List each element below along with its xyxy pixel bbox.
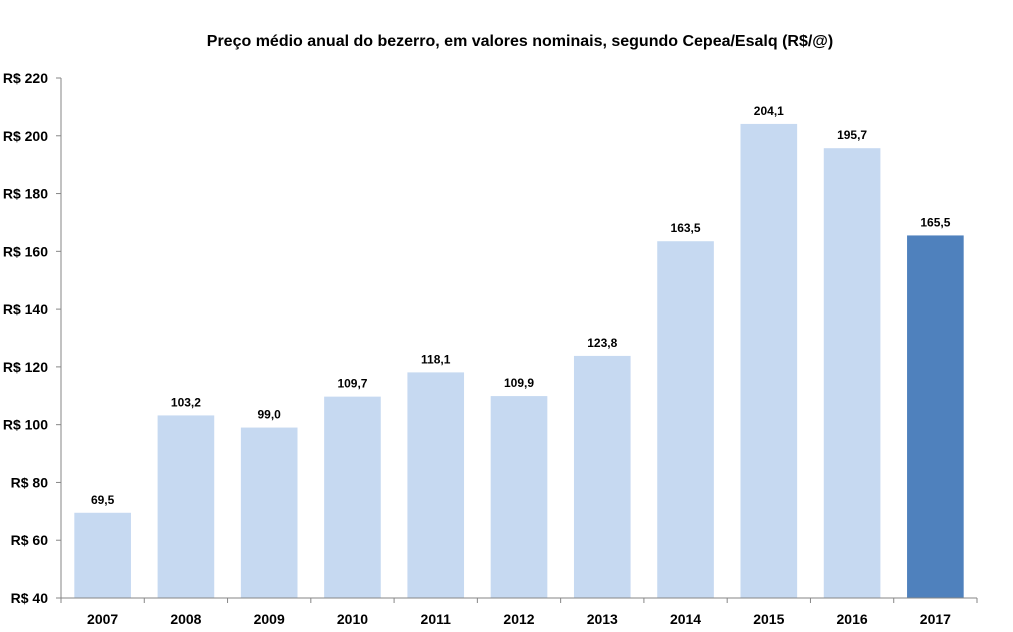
x-axis-ticks: 2007 2008 2009 2010 2011 2012 2013 2014 2015 2016… [60, 598, 978, 627]
y-tick-label: R$ 160 [3, 243, 48, 259]
data-label-2012: 109,9 [504, 376, 534, 390]
data-label-2010: 109,7 [337, 377, 367, 391]
data-label-2011: 118,1 [421, 352, 451, 366]
bar-2010 [324, 396, 381, 598]
y-tick-label: R$ 80 [11, 474, 49, 490]
x-tick-label-2015: 2015 [753, 611, 784, 627]
data-labels: 69,5 103,2 99,0 109,7 118,1 109,9 123,8 163,5 20… [91, 104, 951, 507]
bar-2014 [657, 241, 714, 598]
bar-2008 [157, 415, 215, 598]
x-tick-label-2014: 2014 [670, 611, 701, 627]
bar-2012 [490, 396, 548, 598]
data-label-2014: 163,5 [671, 221, 701, 235]
x-tick-label-2010: 2010 [337, 611, 368, 627]
y-tick-label: R$ 220 [3, 70, 48, 86]
y-tick-label: R$ 200 [3, 128, 48, 144]
x-tick-label-2008: 2008 [170, 611, 201, 627]
bar-2013 [573, 355, 631, 598]
y-tick-label: R$ 140 [3, 301, 48, 317]
data-label-2008: 103,2 [171, 395, 201, 409]
data-label-2007: 69,5 [91, 493, 115, 507]
chart-title: Preço médio anual do bezerro, em valores… [207, 33, 833, 50]
bars [74, 123, 964, 599]
data-label-2009: 99,0 [258, 408, 282, 422]
y-tick-label: R$ 100 [3, 417, 48, 433]
x-tick-label-2017: 2017 [920, 611, 951, 627]
data-label-2013: 123,8 [587, 336, 617, 350]
x-tick-label-2013: 2013 [587, 611, 618, 627]
bar-2011 [407, 372, 465, 598]
bar-2017 [907, 235, 964, 598]
y-tick-label: R$ 60 [11, 532, 49, 548]
y-axis-ticks: R$ 40 R$ 60 R$ 80 R$ 100 R$ 120 R$ 140 R$ 160 R… [3, 70, 61, 606]
bar-2009 [240, 427, 298, 598]
bar-2016 [823, 148, 881, 598]
x-tick-label-2012: 2012 [503, 611, 534, 627]
x-tick-label-2009: 2009 [254, 611, 285, 627]
data-label-2016: 195,7 [837, 128, 867, 142]
x-tick-label-2016: 2016 [837, 611, 868, 627]
y-tick-label: R$ 180 [3, 186, 48, 202]
y-tick-label: R$ 40 [11, 590, 49, 606]
data-label-2017: 165,5 [920, 215, 950, 229]
y-tick-label: R$ 120 [3, 359, 48, 375]
data-label-2015: 204,1 [754, 104, 784, 118]
x-tick-label-2011: 2011 [421, 611, 452, 627]
bar-2015 [740, 123, 798, 599]
bar-2007 [74, 512, 131, 598]
x-tick-label-2007: 2007 [87, 611, 118, 627]
